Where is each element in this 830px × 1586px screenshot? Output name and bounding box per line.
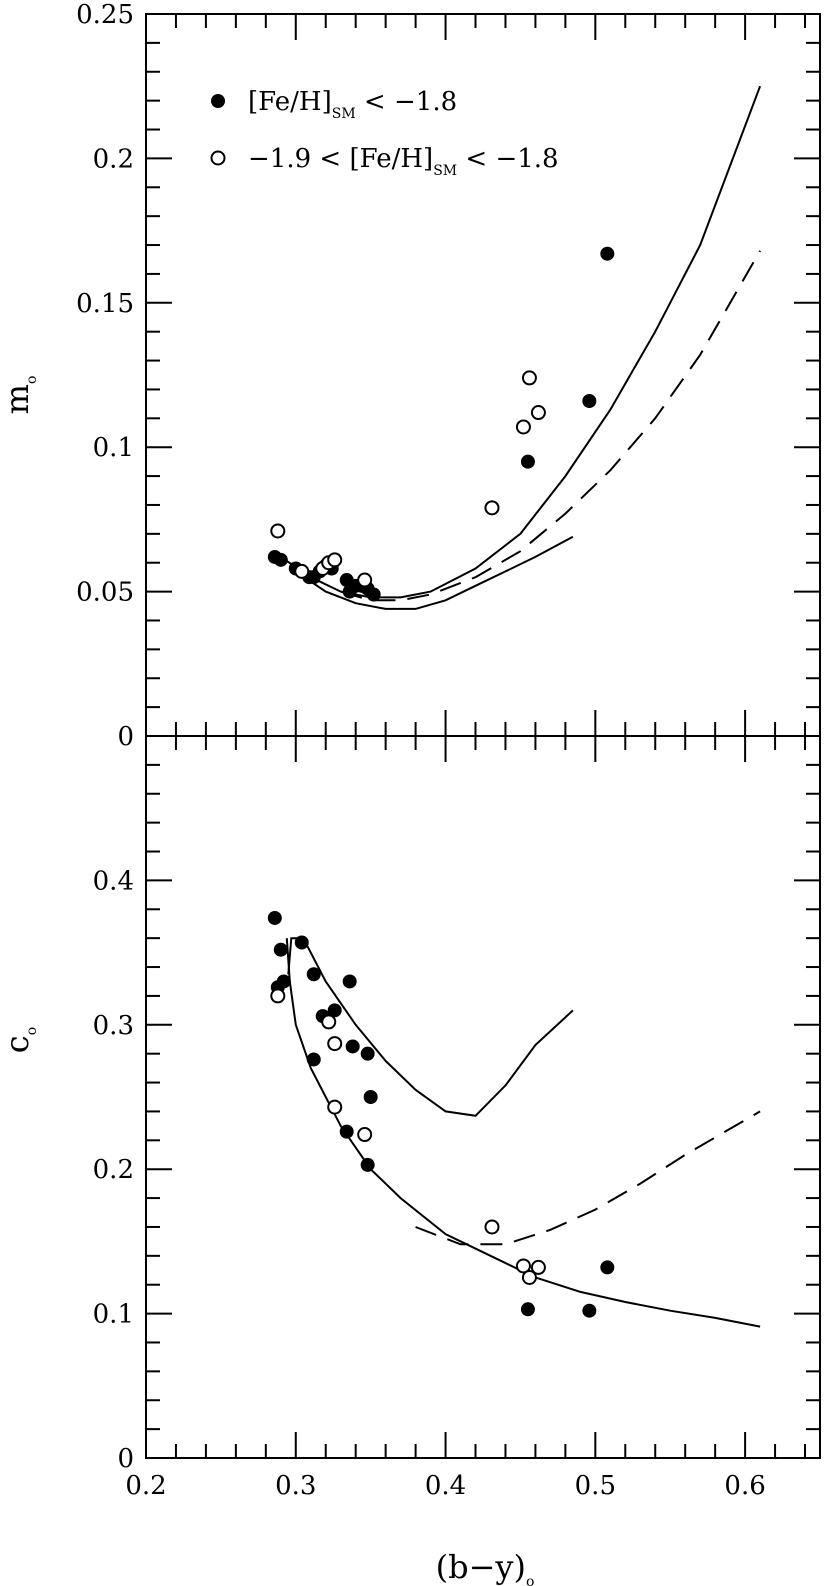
y-tick-label: 0.25: [76, 0, 134, 30]
open-point: [530, 1259, 546, 1275]
open-point: [327, 1099, 343, 1115]
legend-open-marker: [210, 150, 226, 166]
legend-label: −1.9 < [Fe/H]SM < −1.8: [248, 144, 559, 179]
legend-label: [Fe/H]SM < −1.8: [248, 87, 457, 122]
filled-point: [327, 1003, 342, 1018]
open-point: [530, 405, 546, 421]
x-tick-label: 0.2: [125, 1471, 166, 1501]
solid-curve: [295, 535, 574, 610]
filled-point: [342, 974, 357, 989]
dashed-curve: [415, 1110, 761, 1246]
open-point: [294, 563, 310, 579]
y-axis-title-bottom: co: [0, 1027, 40, 1053]
y-tick-label: 0.2: [93, 144, 134, 174]
y-axis-title-top: mo: [0, 376, 40, 415]
plot-frame: [145, 13, 821, 737]
open-point: [484, 500, 500, 516]
y-tick-label: 0.15: [76, 289, 134, 319]
filled-point: [273, 942, 288, 957]
filled-point: [306, 967, 321, 982]
legend-filled-marker: [211, 94, 225, 108]
filled-point: [520, 1302, 535, 1317]
open-point: [357, 572, 373, 588]
open-point: [357, 1127, 373, 1143]
y-tick-label: 0.2: [93, 1155, 134, 1185]
filled-point: [360, 1157, 375, 1172]
y-tick-label: 0.1: [93, 433, 134, 463]
filled-point: [363, 1090, 378, 1104]
filled-point: [366, 587, 381, 602]
filled-point: [520, 454, 535, 469]
y-tick-label: 0.4: [93, 866, 134, 896]
open-point: [270, 988, 286, 1004]
solid-curve: [285, 938, 761, 1328]
open-point: [484, 1219, 500, 1235]
plot-frame: [145, 735, 821, 1459]
dashed-curve: [340, 250, 761, 602]
filled-point: [306, 1052, 321, 1067]
top-panel: 0 0.05 0.1 0.15 0.2 0.25: [76, 0, 821, 752]
open-point: [521, 1270, 537, 1285]
x-tick-label: 0.5: [575, 1471, 616, 1501]
filled-point: [582, 1303, 597, 1318]
y-tick-label: 0: [117, 722, 134, 752]
y-tick-label: 0.05: [76, 578, 134, 608]
open-point: [327, 1036, 343, 1052]
filled-point: [273, 552, 288, 567]
open-point: [515, 1258, 531, 1274]
open-point: [515, 419, 531, 435]
filled-point: [345, 1039, 360, 1054]
open-point: [327, 552, 343, 568]
x-tick-label: 0.3: [275, 1471, 316, 1501]
y-tick-label: 0: [117, 1444, 134, 1474]
y-tick-label: 0.1: [93, 1300, 134, 1330]
filled-point: [600, 1260, 615, 1275]
legend: [Fe/H]SM < −1.8 −1.9 < [Fe/H]SM < −1.8: [210, 87, 559, 179]
x-axis-title: (b−y)o: [436, 1548, 535, 1586]
bottom-panel: 0 0.1 0.2 0.3 0.4 0.2 0.3 0.4 0.5 0.6: [93, 735, 821, 1501]
open-point: [321, 1014, 337, 1030]
filled-point: [360, 1046, 375, 1061]
y-tick-label: 0.3: [93, 1011, 134, 1041]
open-point: [521, 370, 537, 386]
filled-point: [582, 393, 597, 408]
x-tick-label: 0.6: [724, 1471, 765, 1501]
filled-point: [339, 1124, 354, 1139]
filled-point: [600, 246, 615, 261]
filled-point: [294, 935, 309, 950]
open-point: [270, 523, 286, 539]
filled-point: [267, 910, 282, 925]
x-tick-label: 0.4: [425, 1471, 466, 1501]
